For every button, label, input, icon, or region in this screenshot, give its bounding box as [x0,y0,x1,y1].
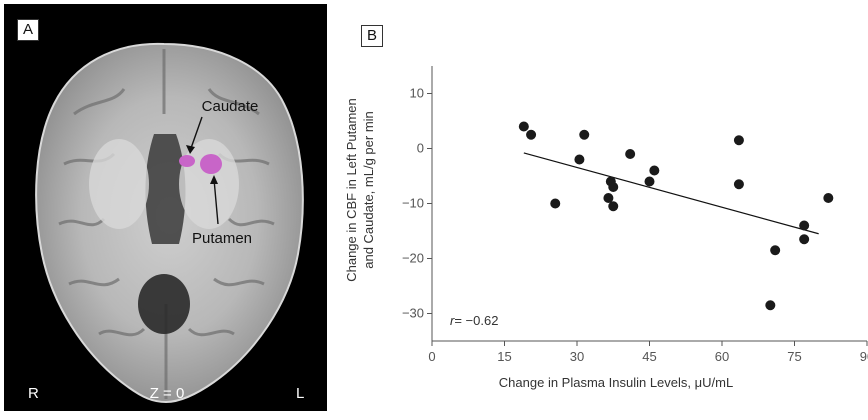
y-axis-label-line-2: and Caudate, mL/g per min [361,111,376,269]
chart-axes: 10 0 −10 −20 −30 0 15 30 45 60 75 90 [402,66,868,364]
putamen-arrow [213,178,219,225]
caudate-label: Caudate [202,98,259,115]
scatter-panel: B 10 0 −10 −20 −30 0 15 30 45 60 75 90 Change in CB… [330,0,868,415]
right-hemisphere-label: R [28,385,39,402]
data-point [770,245,781,256]
putamen-highlight [200,154,222,174]
scatter-chart: 10 0 −10 −20 −30 0 15 30 45 60 75 90 Change in CBF … [344,66,868,390]
y-tick-label: −20 [402,251,424,266]
y-axis-label-line-1: Change in CBF in Left Putamen [344,98,359,282]
brain-mri-image: Caudate Putamen R Z = 0 L [28,42,304,404]
r-value: = −0.62 [454,313,498,328]
putamen-label: Putamen [192,230,252,247]
correlation-annotation: r= −0.62 [450,313,498,328]
data-point [733,135,744,146]
x-tick-label: 30 [570,349,584,364]
x-tick-label: 15 [497,349,511,364]
y-tick-label: 10 [410,86,424,101]
x-tick-label: 60 [715,349,729,364]
data-point [550,198,561,209]
y-tick-label: −10 [402,196,424,211]
caudate-arrow [189,116,203,152]
data-point [644,176,655,187]
panel-a-letter: A [17,19,39,41]
data-point [625,149,636,159]
left-hemisphere-label: L [296,385,304,402]
x-axis-label: Change in Plasma Insulin Levels, μU/mL [499,375,733,390]
data-point [649,165,660,176]
x-tick-label: 45 [642,349,656,364]
caudate-highlight [179,155,195,167]
y-tick-label: −30 [402,306,424,321]
y-tick-label: 0 [417,141,424,156]
data-point [608,201,619,212]
r-symbol: r [450,313,455,328]
brain-mri-panel: Caudate Putamen R Z = 0 L A [4,4,327,411]
x-tick-label: 75 [787,349,801,364]
data-point [603,193,614,203]
x-tick-label: 0 [428,349,435,364]
data-point [574,154,585,165]
data-point [733,179,744,190]
data-point [799,234,810,245]
data-point [579,129,590,140]
data-point [526,129,537,140]
data-point [518,121,529,132]
data-point [765,300,776,311]
regression-line [523,152,819,235]
data-point [608,182,619,192]
data-point [799,220,810,231]
data-point [823,193,834,203]
chart-marks [518,121,834,311]
slice-label: Z = 0 [150,385,185,402]
x-tick-label: 90 [860,349,868,364]
panel-b-letter: B [361,25,383,47]
